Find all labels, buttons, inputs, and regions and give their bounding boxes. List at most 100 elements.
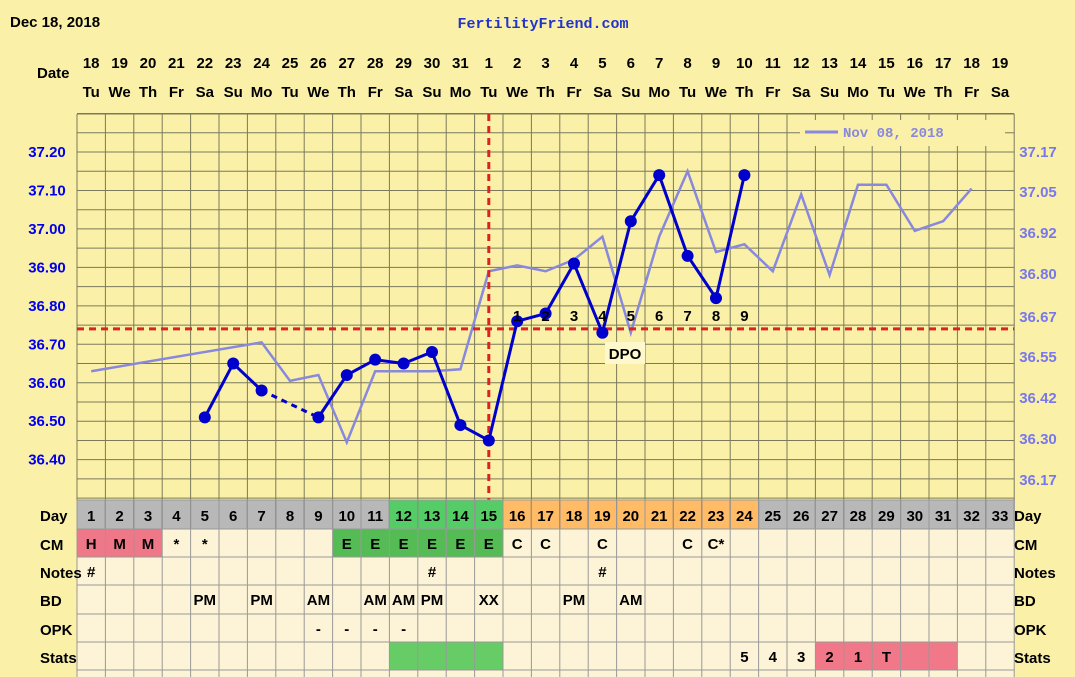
y-tick-right: 37.17 xyxy=(1019,144,1057,161)
date-tick: 28 xyxy=(367,55,384,72)
weekday-tick: Su xyxy=(422,84,441,101)
y-tick-right: 36.17 xyxy=(1019,472,1057,489)
day-number: 26 xyxy=(793,508,810,525)
row-label-right: Stats xyxy=(1014,650,1051,667)
cm-cell-fill xyxy=(332,529,361,557)
day-number: 8 xyxy=(286,508,294,525)
cm-cell: * xyxy=(173,536,179,553)
temp-point xyxy=(596,326,609,339)
temp-point xyxy=(340,369,353,382)
day-number: 28 xyxy=(850,508,867,525)
cm-cell-fill xyxy=(474,529,503,557)
cm-cell-fill xyxy=(417,529,447,557)
date-tick: 10 xyxy=(736,55,753,72)
bd-cell: PM xyxy=(250,592,273,609)
chart-date: Dec 18, 2018 xyxy=(10,14,100,31)
dpo-caption-bg xyxy=(605,342,645,364)
temp-point xyxy=(681,249,694,262)
cm-cell: E xyxy=(484,536,494,553)
weekday-tick: We xyxy=(108,84,130,101)
row-label-left: Stats xyxy=(40,650,77,667)
bd-cell: AM xyxy=(619,592,642,609)
date-tick: 19 xyxy=(992,55,1009,72)
day-cell xyxy=(871,499,902,530)
date-tick: 6 xyxy=(627,55,635,72)
day-number: 18 xyxy=(566,508,583,525)
stats-cell: T xyxy=(882,649,891,666)
temp-point xyxy=(624,215,637,228)
day-number: 29 xyxy=(878,508,895,525)
weekday-tick: Sa xyxy=(196,84,215,101)
cm-cell: M xyxy=(142,536,155,553)
row-label-right: Day xyxy=(1014,508,1042,525)
stats-cell: 2 xyxy=(825,649,833,666)
temp-segment xyxy=(600,220,633,334)
day-cell xyxy=(644,499,674,530)
date-tick: 26 xyxy=(310,55,327,72)
temp-segment xyxy=(232,362,263,392)
row-label-left: Day xyxy=(40,508,68,525)
day-cell xyxy=(530,499,561,530)
bd-cell: PM xyxy=(421,592,444,609)
weekday-tick: Fr xyxy=(567,84,582,101)
cm-cell: E xyxy=(455,536,465,553)
cm-cell: H xyxy=(86,536,97,553)
y-tick-left: 36.80 xyxy=(28,298,66,315)
weekday-tick: Tu xyxy=(480,84,497,101)
day-number: 6 xyxy=(229,508,237,525)
weekday-tick: Th xyxy=(338,84,356,101)
row-label-right: CM xyxy=(1014,537,1037,554)
date-tick: 4 xyxy=(570,55,579,72)
weekday-tick: Sa xyxy=(991,84,1010,101)
stats-cell: 5 xyxy=(740,649,748,666)
cm-cell: * xyxy=(202,536,208,553)
weekday-tick: Th xyxy=(934,84,952,101)
date-tick: 24 xyxy=(253,55,270,72)
dpo-label: 4 xyxy=(598,308,607,325)
weekday-tick: Th xyxy=(139,84,157,101)
temp-point xyxy=(397,357,410,370)
weekday-tick: Mo xyxy=(648,84,670,101)
day-number: 15 xyxy=(480,508,497,525)
weekday-tick: Su xyxy=(621,84,640,101)
weekday-tick: Th xyxy=(536,84,554,101)
cm-cell-fill xyxy=(446,529,475,557)
stats-cell-fill xyxy=(474,642,503,670)
date-tick: 30 xyxy=(424,55,441,72)
day-number: 16 xyxy=(509,508,526,525)
day-number: 33 xyxy=(992,508,1009,525)
row-label-right: BD xyxy=(1014,593,1036,610)
weekday-tick: Tu xyxy=(679,84,696,101)
weekday-tick: Mo xyxy=(251,84,273,101)
cm-cell-fill xyxy=(389,529,418,557)
temp-point xyxy=(454,419,467,432)
stats-cell: 3 xyxy=(797,649,805,666)
y-tick-left: 37.20 xyxy=(28,144,66,161)
day-cell xyxy=(985,499,1015,530)
day-number: 3 xyxy=(144,508,152,525)
opk-cell: - xyxy=(344,621,349,638)
date-tick: 8 xyxy=(683,55,691,72)
day-number: 2 xyxy=(115,508,123,525)
site-name: FertilityFriend.com xyxy=(457,16,628,33)
bd-cell: XX xyxy=(479,592,499,609)
weekday-tick: Fr xyxy=(368,84,383,101)
dpo-label: 6 xyxy=(655,308,663,325)
temp-segment xyxy=(430,351,462,426)
temp-segment xyxy=(487,320,519,441)
y-tick-left: 36.90 xyxy=(28,259,66,276)
day-number: 31 xyxy=(935,508,952,525)
day-number: 24 xyxy=(736,508,753,525)
row-label-right: Notes xyxy=(1014,565,1056,582)
stats-cell: 1 xyxy=(854,649,862,666)
y-tick-right: 36.67 xyxy=(1019,309,1057,326)
stats-cell-fill xyxy=(900,642,929,670)
cm-cell: C xyxy=(597,536,608,553)
weekday-tick: We xyxy=(705,84,727,101)
temp-segment xyxy=(629,174,661,223)
date-tick: 7 xyxy=(655,55,663,72)
y-tick-left: 36.40 xyxy=(28,452,66,469)
day-cell xyxy=(701,499,731,530)
day-number: 9 xyxy=(314,508,322,525)
